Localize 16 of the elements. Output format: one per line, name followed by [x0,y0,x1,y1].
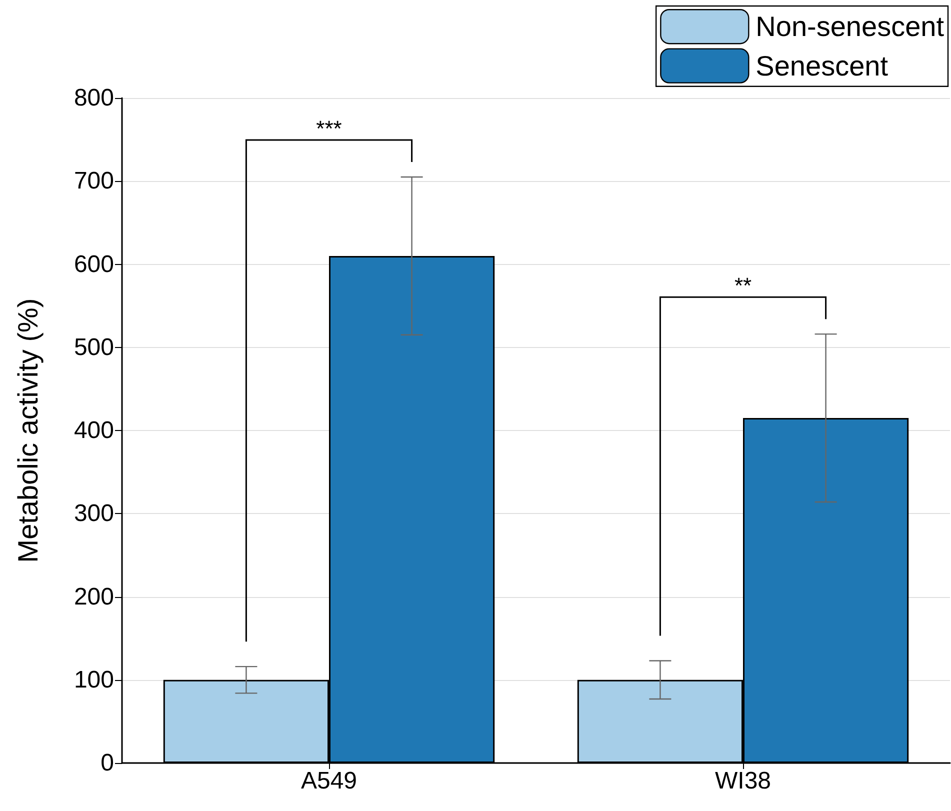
y-tick-label: 100 [74,666,114,694]
y-tick-label: 300 [74,500,114,528]
y-tick-label: 700 [74,168,114,195]
annotation: ** [734,273,752,298]
y-tick-label: 800 [74,84,114,112]
x-tick-label: A549 [300,768,358,794]
y-tick-label: 600 [74,250,114,278]
y-tick-label: 0 [100,750,114,776]
annotation: *** [316,116,342,141]
y-axis-title: Metabolic activity (%) [12,298,44,563]
legend-label: Non-senescent [756,11,944,42]
y-tick-label: 500 [74,334,114,361]
x-tick-label: WI38 [714,768,772,794]
legend-label: Senescent [756,50,888,82]
y-tick-label: 200 [74,583,114,610]
y-tick-label: 400 [74,417,114,444]
